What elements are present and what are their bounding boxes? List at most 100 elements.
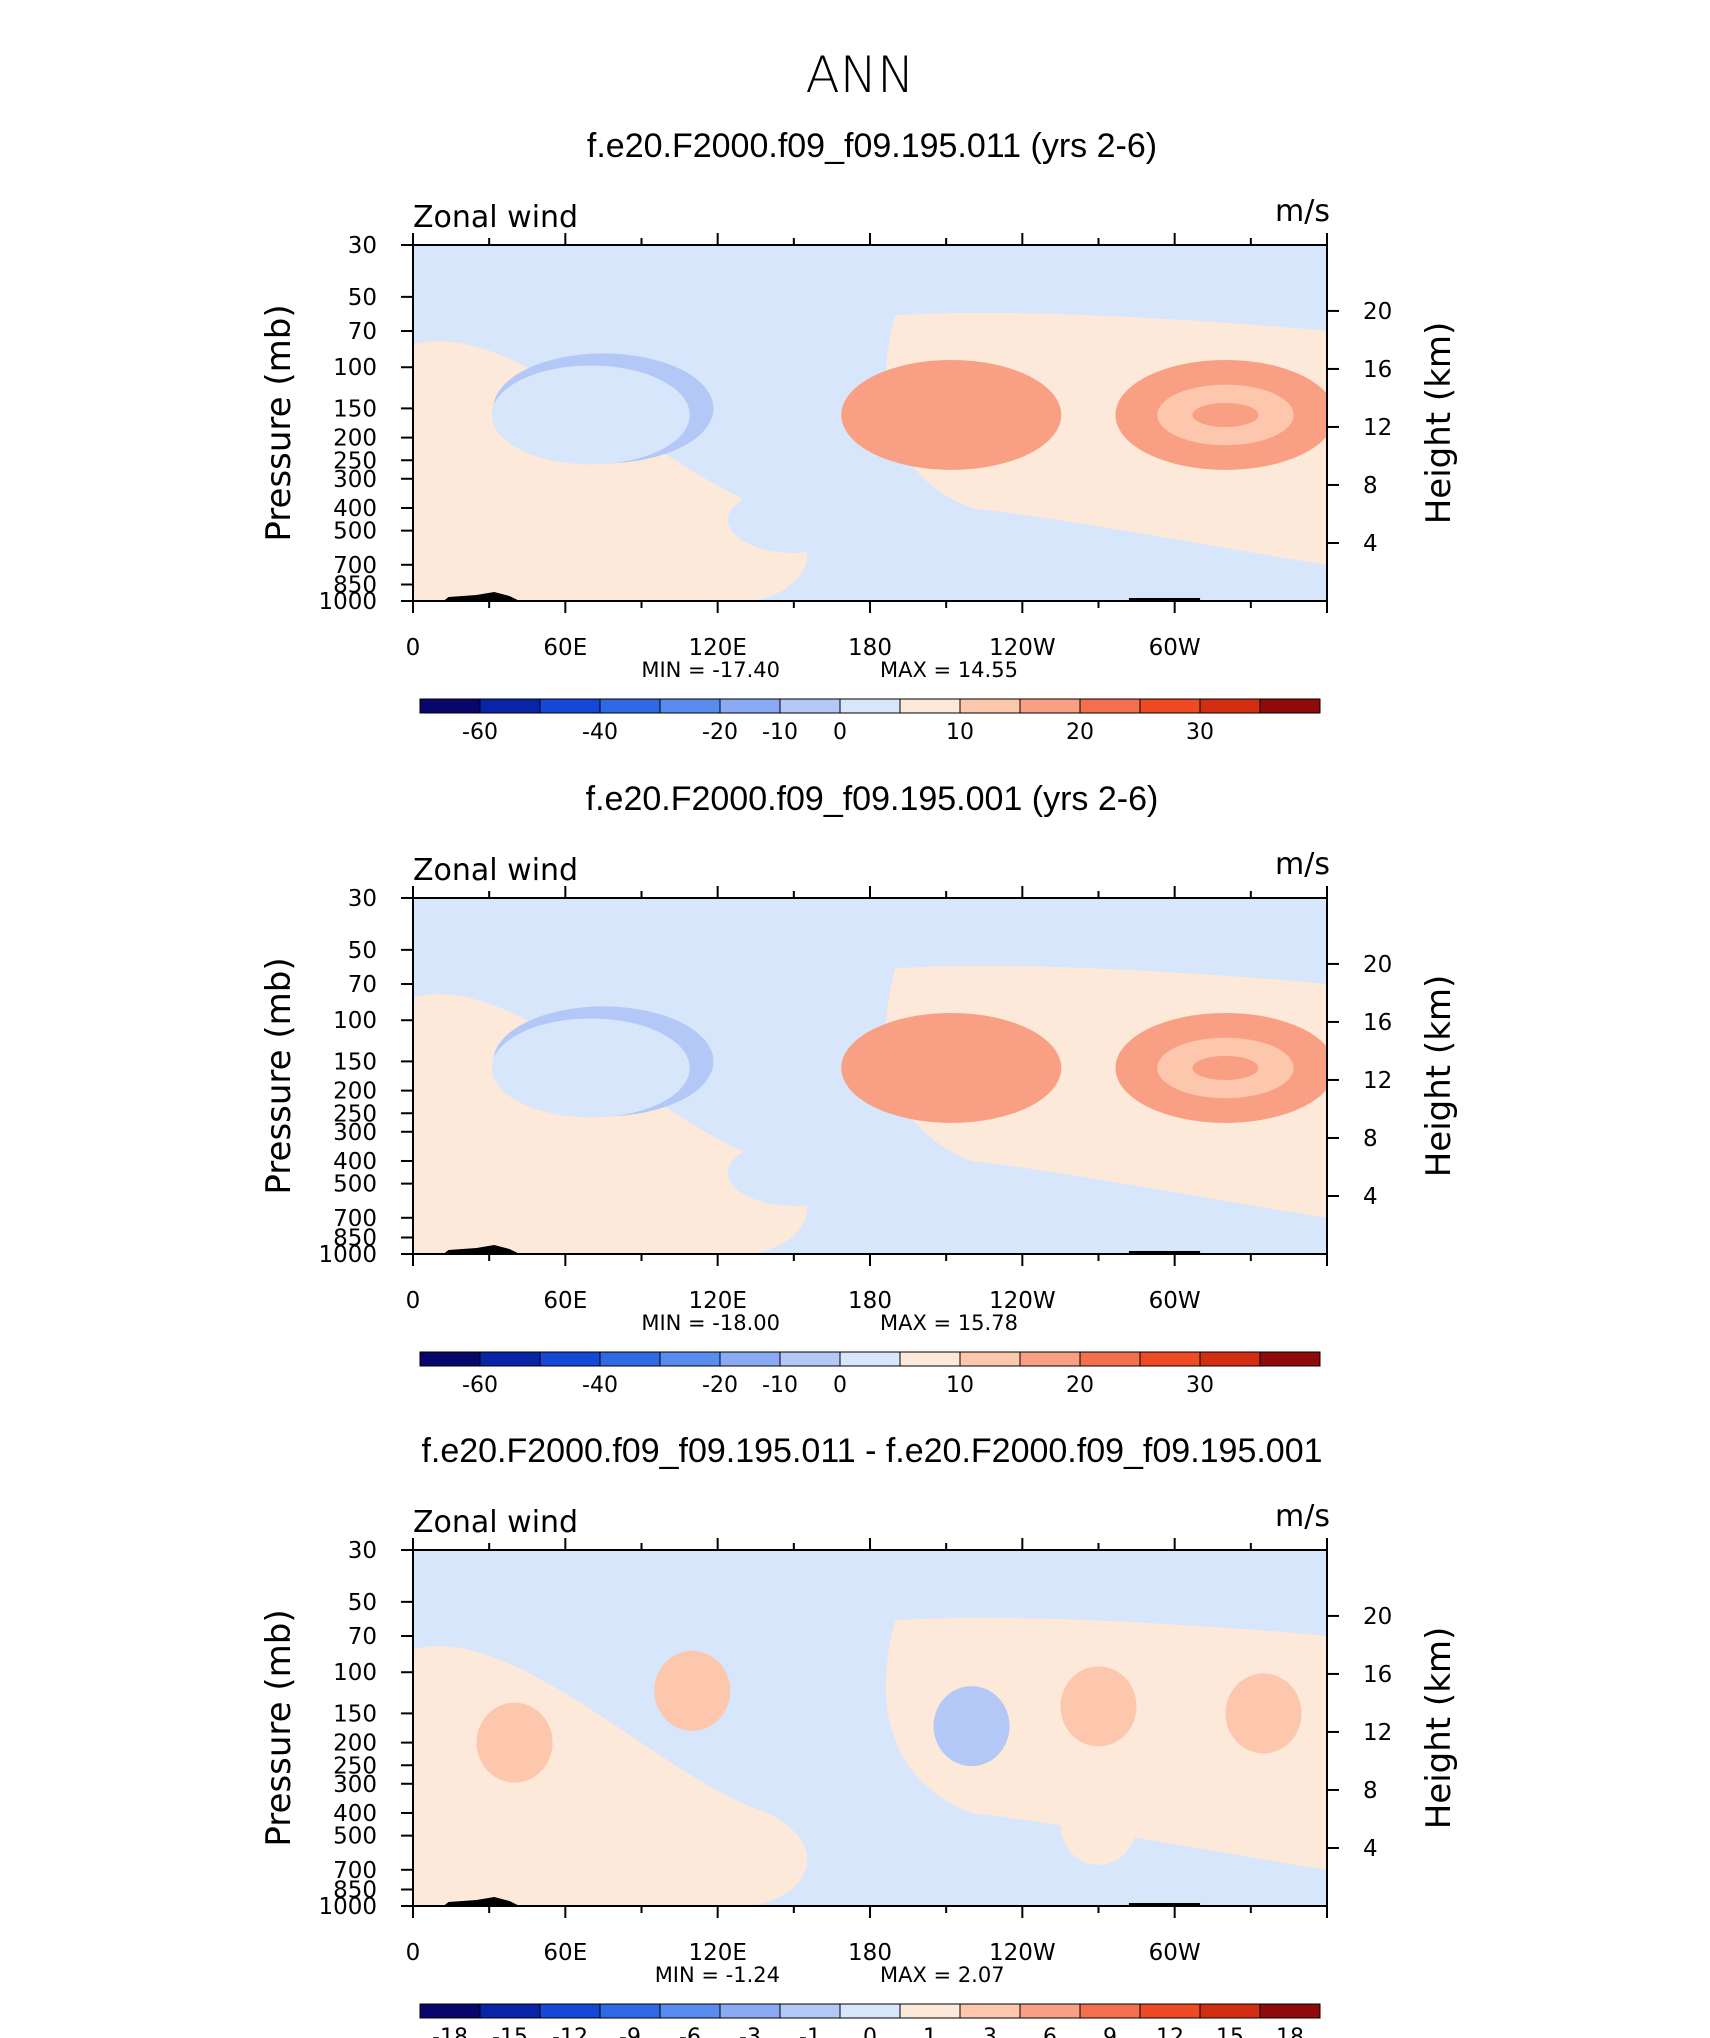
colorbar-swatch: [479, 1351, 541, 1367]
colorbar-swatch: [959, 2003, 1021, 2019]
x-tick-label: 120E: [688, 635, 746, 661]
y-tick-label: 100: [333, 355, 377, 381]
chart-panel-1: f.e20.F2000.f09_f09.195.011 (yrs 2-6) Zon…: [259, 127, 1459, 745]
contour-blob-peak: [1192, 1055, 1259, 1081]
contour-blob: [654, 1650, 731, 1731]
colorbar-swatch: [779, 2003, 841, 2019]
contour-field: [413, 245, 1327, 601]
colorbar-label: -15: [492, 2025, 528, 2038]
colorbar-swatch: [959, 1351, 1021, 1367]
contour-blob: [562, 538, 695, 601]
colorbar-swatch: [659, 2003, 721, 2019]
y-tick-label: 100: [333, 1660, 377, 1686]
field-label: Zonal wind: [413, 853, 578, 888]
colorbar-swatch: [1079, 1351, 1141, 1367]
x-tick-label: 120W: [989, 635, 1056, 661]
x-tick-label: 120W: [989, 1940, 1056, 1966]
colorbar-swatch: [1019, 698, 1081, 714]
y-tick-label: 30: [348, 233, 377, 259]
y2-tick-label: 16: [1363, 1010, 1392, 1036]
y-tick-label: 150: [333, 396, 377, 422]
y2-tick-label: 12: [1363, 415, 1392, 441]
topography: [1128, 1903, 1201, 1906]
topography: [443, 1245, 520, 1254]
page-title: ANN: [805, 46, 914, 104]
y-tick-label: 30: [348, 886, 377, 912]
x-tick-label: 60W: [1149, 1288, 1201, 1314]
y-tick-label: 300: [333, 467, 377, 493]
colorbar-swatch: [839, 1351, 901, 1367]
y-tick-label: 400: [333, 1801, 377, 1827]
colorbar-label: -3: [739, 2025, 761, 2038]
y-tick-label: 250: [333, 1753, 377, 1779]
y-tick-label: 400: [333, 1149, 377, 1175]
y-tick-label: 100: [333, 1008, 377, 1034]
y2-tick-label: 12: [1363, 1068, 1392, 1094]
min-label: MIN = -17.40: [641, 658, 780, 682]
y2-tick-label: 4: [1363, 1184, 1378, 1210]
y-tick-label: 700: [333, 1858, 377, 1884]
x-tick-label: 120E: [688, 1940, 746, 1966]
colorbar-swatch: [719, 1351, 781, 1367]
field-label: Zonal wind: [413, 1505, 578, 1540]
colorbar-swatch: [1079, 2003, 1141, 2019]
colorbar-swatch: [1199, 698, 1261, 714]
colorbar-swatch: [419, 2003, 481, 2019]
colorbar-label: -10: [762, 1373, 798, 1398]
colorbar-swatch: [1259, 2003, 1321, 2019]
y-tick-label: 1000: [318, 1894, 377, 1920]
colorbar-label: 12: [1156, 2025, 1184, 2038]
contour-blob: [963, 548, 1107, 601]
colorbar-label: 0: [863, 2025, 877, 2038]
y2-tick-label: 8: [1363, 1778, 1378, 1804]
min-label: MIN = -1.24: [655, 1963, 780, 1987]
y2-tick-label: 20: [1363, 952, 1392, 978]
colorbar-label: 9: [1103, 2025, 1117, 2038]
contour-blob-peak: [561, 404, 621, 426]
y-tick-label: 150: [333, 1049, 377, 1075]
y-tick-label: 500: [333, 1824, 377, 1850]
y2-tick-label: 8: [1363, 1126, 1378, 1152]
colorbar-label: -40: [582, 1373, 618, 1398]
colorbar-label: -1: [799, 2025, 821, 2038]
colorbar-swatch: [1199, 1351, 1261, 1367]
topography: [443, 592, 520, 601]
y2-tick-label: 4: [1363, 1836, 1378, 1862]
panel-title: f.e20.F2000.f09_f09.195.001 (yrs 2-6): [586, 780, 1159, 818]
y-tick-label: 250: [333, 1101, 377, 1127]
contour-blob-peak: [561, 1057, 621, 1079]
y-tick-label: 50: [348, 938, 377, 964]
panel-title: f.e20.F2000.f09_f09.195.011 - f.e20.F200…: [421, 1432, 1322, 1470]
contour-blob: [963, 1201, 1107, 1254]
colorbar-label: -6: [679, 2025, 701, 2038]
y2-tick-label: 8: [1363, 473, 1378, 499]
colorbar-swatch: [1259, 698, 1321, 714]
colorbar-label: 1: [923, 2025, 937, 2038]
colorbar-swatch: [1019, 1351, 1081, 1367]
y-tick-label: 30: [348, 1538, 377, 1564]
x-tick-label: 60W: [1149, 1940, 1201, 1966]
x-tick-label: 60W: [1149, 635, 1201, 661]
y2-tick-label: 16: [1363, 357, 1392, 383]
colorbar-swatch: [599, 2003, 661, 2019]
y2-axis-title: Height (km): [1419, 1627, 1459, 1830]
y-tick-label: 50: [348, 1590, 377, 1616]
y2-axis-title: Height (km): [1419, 322, 1459, 525]
colorbar-swatch: [1139, 698, 1201, 714]
colorbar-label: -60: [462, 1373, 498, 1398]
y-tick-label: 850: [333, 1878, 377, 1904]
x-tick-label: 0: [406, 635, 421, 661]
colorbar-label: -12: [552, 2025, 588, 2038]
x-tick-label: 180: [848, 635, 892, 661]
contour-blob: [727, 1139, 860, 1206]
colorbar-swatch: [1019, 2003, 1081, 2019]
y-tick-label: 1000: [318, 1242, 377, 1268]
y-tick-label: 70: [348, 1624, 377, 1650]
colorbar-label: 30: [1186, 720, 1214, 745]
y-tick-label: 70: [348, 319, 377, 345]
y-axis-title: Pressure (mb): [259, 1609, 299, 1846]
colorbar-label: -18: [432, 2025, 468, 2038]
max-label: MAX = 2.07: [880, 1963, 1005, 1987]
contour-blob: [562, 1191, 695, 1254]
